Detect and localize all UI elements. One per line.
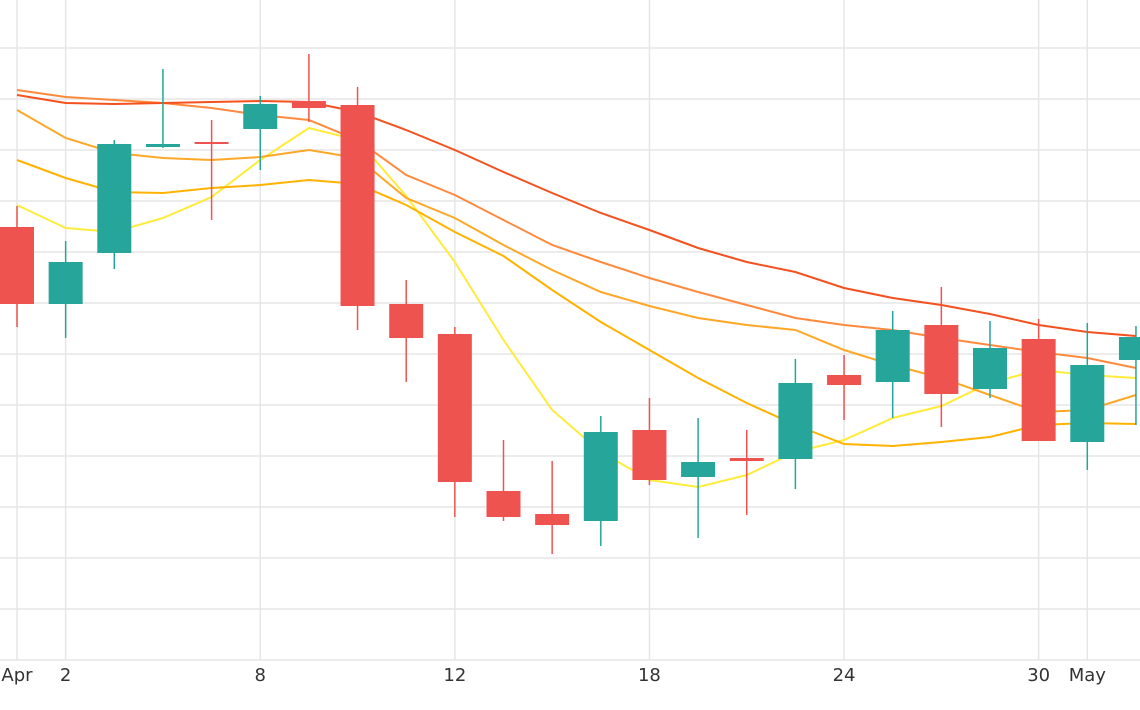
candle-body [1021, 339, 1056, 441]
candle-body [729, 458, 764, 461]
x-tick-label: 24 [833, 665, 856, 686]
candle-body [0, 227, 34, 304]
candle-body [48, 262, 83, 304]
moving-average-line [16, 89, 1137, 369]
candle-body [1070, 365, 1105, 442]
moving-average-line [16, 159, 1136, 448]
candle-body [1118, 337, 1140, 360]
moving-average-line [16, 94, 1137, 337]
candle-body [389, 304, 424, 338]
candle-body [535, 514, 570, 525]
candle-body [924, 325, 959, 394]
candle-body [486, 491, 521, 517]
x-tick-label: 30 [1027, 665, 1050, 686]
candle-body [875, 330, 910, 382]
x-tick-label: May [1069, 665, 1107, 686]
candle-body [681, 462, 716, 477]
candle-body [243, 104, 278, 129]
candle-body [778, 383, 813, 459]
candle-body [437, 334, 472, 482]
candle-body [827, 375, 862, 385]
x-tick-label: 18 [638, 665, 661, 686]
candle-body [973, 348, 1007, 389]
candle-body [583, 432, 618, 521]
candle-body [194, 142, 229, 144]
x-tick-label: 8 [255, 665, 266, 686]
candle-body [340, 105, 375, 306]
moving-average-line [16, 109, 1137, 414]
candle-body [632, 430, 667, 480]
x-tick-label: 2 [60, 665, 71, 686]
candle-body [291, 101, 326, 108]
x-tick-label: Apr [1, 665, 33, 686]
candle-body [97, 144, 132, 253]
moving-average-line [16, 126, 1137, 489]
candle-body [145, 144, 180, 147]
candles [0, 54, 1140, 554]
x-tick-label: 12 [443, 665, 466, 686]
